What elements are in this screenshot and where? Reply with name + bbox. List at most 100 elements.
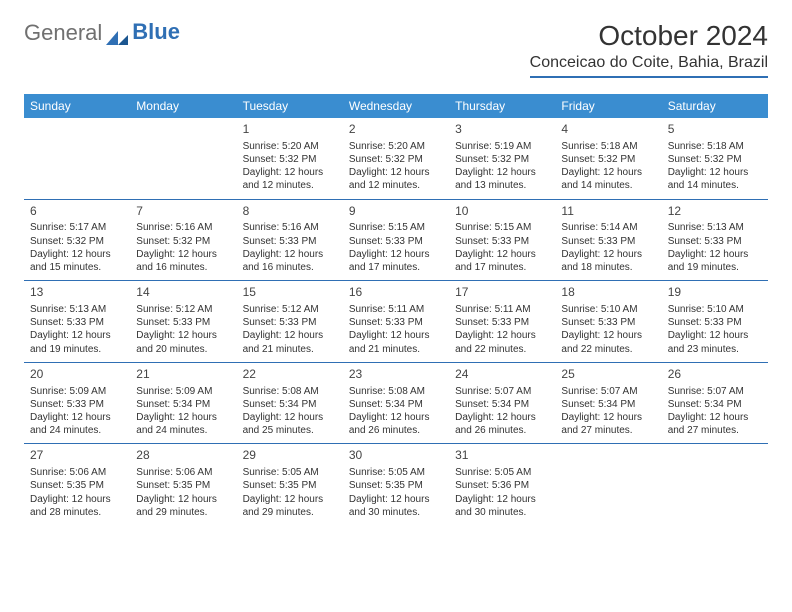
sunrise-text: Sunrise: 5:05 AM [455, 466, 549, 479]
daylight-text: Daylight: 12 hours and 30 minutes. [349, 493, 443, 519]
day-number: 14 [136, 285, 230, 301]
calendar-cell: 12Sunrise: 5:13 AMSunset: 5:33 PMDayligh… [662, 199, 768, 281]
sunset-text: Sunset: 5:32 PM [349, 153, 443, 166]
day-number: 10 [455, 204, 549, 220]
calendar-cell: 11Sunrise: 5:14 AMSunset: 5:33 PMDayligh… [555, 199, 661, 281]
sunrise-text: Sunrise: 5:10 AM [561, 303, 655, 316]
day-number: 8 [243, 204, 337, 220]
sunrise-text: Sunrise: 5:13 AM [668, 221, 762, 234]
daylight-text: Daylight: 12 hours and 22 minutes. [561, 329, 655, 355]
sunset-text: Sunset: 5:32 PM [561, 153, 655, 166]
daylight-text: Daylight: 12 hours and 12 minutes. [243, 166, 337, 192]
sunset-text: Sunset: 5:33 PM [561, 235, 655, 248]
day-number: 21 [136, 367, 230, 383]
day-number: 20 [30, 367, 124, 383]
sunset-text: Sunset: 5:32 PM [30, 235, 124, 248]
brand-part1: General [24, 20, 102, 46]
sunrise-text: Sunrise: 5:14 AM [561, 221, 655, 234]
sunset-text: Sunset: 5:35 PM [136, 479, 230, 492]
calendar-cell: 20Sunrise: 5:09 AMSunset: 5:33 PMDayligh… [24, 362, 130, 444]
daylight-text: Daylight: 12 hours and 24 minutes. [136, 411, 230, 437]
day-number: 1 [243, 122, 337, 138]
daylight-text: Daylight: 12 hours and 17 minutes. [349, 248, 443, 274]
day-number: 29 [243, 448, 337, 464]
sunrise-text: Sunrise: 5:07 AM [561, 385, 655, 398]
sunrise-text: Sunrise: 5:10 AM [668, 303, 762, 316]
header: General Blue October 2024 Conceicao do C… [24, 20, 768, 78]
sunrise-text: Sunrise: 5:15 AM [349, 221, 443, 234]
sunset-text: Sunset: 5:33 PM [30, 316, 124, 329]
day-number: 17 [455, 285, 549, 301]
sunrise-text: Sunrise: 5:20 AM [349, 140, 443, 153]
day-number: 30 [349, 448, 443, 464]
day-number: 22 [243, 367, 337, 383]
sunset-text: Sunset: 5:34 PM [455, 398, 549, 411]
sunset-text: Sunset: 5:33 PM [243, 235, 337, 248]
sunrise-text: Sunrise: 5:08 AM [243, 385, 337, 398]
daylight-text: Daylight: 12 hours and 29 minutes. [243, 493, 337, 519]
calendar-row: 13Sunrise: 5:13 AMSunset: 5:33 PMDayligh… [24, 281, 768, 363]
day-number: 18 [561, 285, 655, 301]
daylight-text: Daylight: 12 hours and 30 minutes. [455, 493, 549, 519]
sunset-text: Sunset: 5:33 PM [668, 235, 762, 248]
daylight-text: Daylight: 12 hours and 13 minutes. [455, 166, 549, 192]
sunset-text: Sunset: 5:35 PM [243, 479, 337, 492]
calendar-cell: 1Sunrise: 5:20 AMSunset: 5:32 PMDaylight… [237, 118, 343, 199]
calendar-cell: 19Sunrise: 5:10 AMSunset: 5:33 PMDayligh… [662, 281, 768, 363]
daylight-text: Daylight: 12 hours and 22 minutes. [455, 329, 549, 355]
calendar-cell: 7Sunrise: 5:16 AMSunset: 5:32 PMDaylight… [130, 199, 236, 281]
sunset-text: Sunset: 5:34 PM [136, 398, 230, 411]
calendar-cell: 30Sunrise: 5:05 AMSunset: 5:35 PMDayligh… [343, 444, 449, 525]
daylight-text: Daylight: 12 hours and 21 minutes. [243, 329, 337, 355]
day-number: 6 [30, 204, 124, 220]
sunrise-text: Sunrise: 5:05 AM [349, 466, 443, 479]
daylight-text: Daylight: 12 hours and 28 minutes. [30, 493, 124, 519]
calendar-cell: 31Sunrise: 5:05 AMSunset: 5:36 PMDayligh… [449, 444, 555, 525]
daylight-text: Daylight: 12 hours and 14 minutes. [668, 166, 762, 192]
calendar-cell: 27Sunrise: 5:06 AMSunset: 5:35 PMDayligh… [24, 444, 130, 525]
day-number: 24 [455, 367, 549, 383]
day-number: 27 [30, 448, 124, 464]
sunrise-text: Sunrise: 5:12 AM [136, 303, 230, 316]
sunrise-text: Sunrise: 5:06 AM [136, 466, 230, 479]
day-header: Monday [130, 94, 236, 118]
calendar-cell: 10Sunrise: 5:15 AMSunset: 5:33 PMDayligh… [449, 199, 555, 281]
calendar-cell: 22Sunrise: 5:08 AMSunset: 5:34 PMDayligh… [237, 362, 343, 444]
day-number: 23 [349, 367, 443, 383]
calendar-cell: 13Sunrise: 5:13 AMSunset: 5:33 PMDayligh… [24, 281, 130, 363]
month-title: October 2024 [530, 20, 768, 52]
sunrise-text: Sunrise: 5:18 AM [668, 140, 762, 153]
sunset-text: Sunset: 5:34 PM [243, 398, 337, 411]
calendar-cell: 15Sunrise: 5:12 AMSunset: 5:33 PMDayligh… [237, 281, 343, 363]
sunrise-text: Sunrise: 5:09 AM [136, 385, 230, 398]
brand-logo: General Blue [24, 20, 180, 46]
day-header: Sunday [24, 94, 130, 118]
sunset-text: Sunset: 5:34 PM [561, 398, 655, 411]
sunrise-text: Sunrise: 5:07 AM [668, 385, 762, 398]
sunrise-text: Sunrise: 5:17 AM [30, 221, 124, 234]
sunrise-text: Sunrise: 5:16 AM [243, 221, 337, 234]
day-number: 2 [349, 122, 443, 138]
sunrise-text: Sunrise: 5:08 AM [349, 385, 443, 398]
location: Conceicao do Coite, Bahia, Brazil [530, 54, 768, 78]
calendar-row: 20Sunrise: 5:09 AMSunset: 5:33 PMDayligh… [24, 362, 768, 444]
calendar-cell: 28Sunrise: 5:06 AMSunset: 5:35 PMDayligh… [130, 444, 236, 525]
day-header: Wednesday [343, 94, 449, 118]
sunrise-text: Sunrise: 5:16 AM [136, 221, 230, 234]
day-number: 15 [243, 285, 337, 301]
calendar-cell: 24Sunrise: 5:07 AMSunset: 5:34 PMDayligh… [449, 362, 555, 444]
sunrise-text: Sunrise: 5:07 AM [455, 385, 549, 398]
sunrise-text: Sunrise: 5:13 AM [30, 303, 124, 316]
daylight-text: Daylight: 12 hours and 19 minutes. [668, 248, 762, 274]
daylight-text: Daylight: 12 hours and 27 minutes. [668, 411, 762, 437]
sunrise-text: Sunrise: 5:12 AM [243, 303, 337, 316]
daylight-text: Daylight: 12 hours and 27 minutes. [561, 411, 655, 437]
calendar-cell: 26Sunrise: 5:07 AMSunset: 5:34 PMDayligh… [662, 362, 768, 444]
daylight-text: Daylight: 12 hours and 21 minutes. [349, 329, 443, 355]
daylight-text: Daylight: 12 hours and 24 minutes. [30, 411, 124, 437]
day-number: 16 [349, 285, 443, 301]
day-number: 7 [136, 204, 230, 220]
calendar-cell: 2Sunrise: 5:20 AMSunset: 5:32 PMDaylight… [343, 118, 449, 199]
sunset-text: Sunset: 5:34 PM [668, 398, 762, 411]
sunset-text: Sunset: 5:33 PM [455, 316, 549, 329]
